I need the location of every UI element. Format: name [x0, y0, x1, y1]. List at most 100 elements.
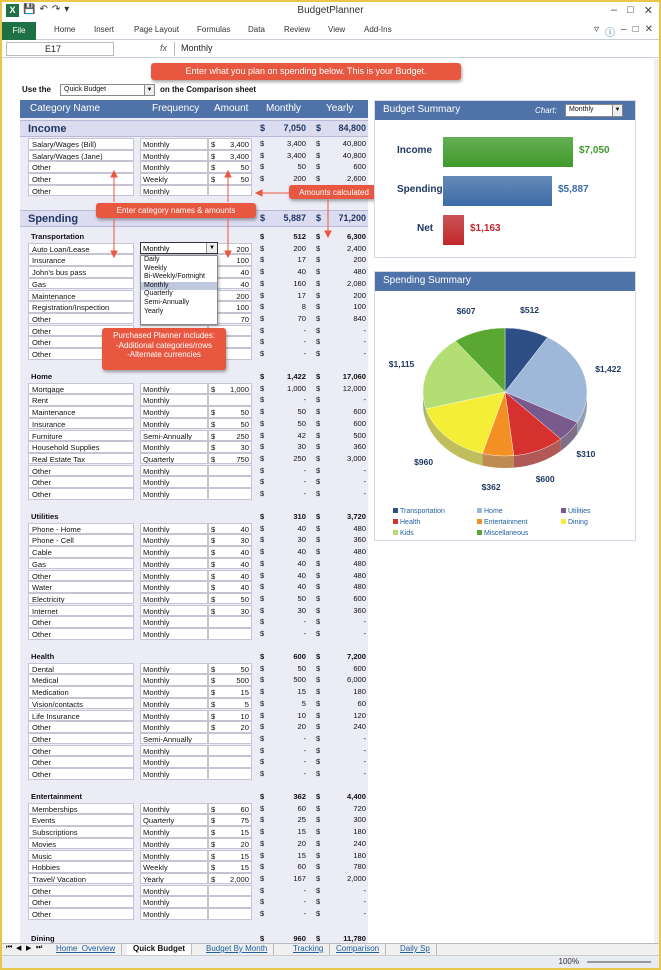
amount-cell[interactable]: $750 [208, 452, 252, 465]
category-name-cell[interactable]: Other [28, 312, 134, 325]
frequency-cell[interactable]: Monthly [140, 802, 208, 815]
category-name-cell[interactable]: Other [28, 721, 134, 733]
chevron-down-icon[interactable]: ▼ [144, 85, 154, 95]
category-name-cell[interactable]: Memberships [28, 802, 134, 815]
category-name-cell[interactable]: Insurance [28, 254, 134, 266]
amount-cell[interactable] [208, 744, 252, 757]
amount-cell[interactable] [208, 394, 252, 406]
category-name-cell[interactable]: Other [28, 476, 134, 488]
category-name-cell[interactable]: Other [28, 768, 134, 780]
amount-cell[interactable] [208, 732, 252, 745]
amount-cell[interactable]: $20 [208, 837, 252, 850]
category-name-cell[interactable]: Mortgage [28, 382, 134, 395]
amount-cell[interactable] [208, 476, 252, 488]
category-name-cell[interactable]: Movies [28, 837, 134, 850]
amount-cell[interactable]: $2,000 [208, 872, 252, 885]
frequency-cell[interactable]: Monthly [140, 394, 208, 406]
category-name-cell[interactable]: Dental [28, 662, 134, 675]
amount-cell[interactable]: $40 [208, 546, 252, 558]
tab-formulas[interactable]: Formulas [197, 25, 231, 34]
tab-scroll-last-icon[interactable]: ⏭ [36, 944, 43, 951]
amount-cell[interactable]: $30 [208, 604, 252, 617]
category-name-cell[interactable]: Maintenance [28, 406, 134, 418]
category-name-cell[interactable]: Real Estate Tax [28, 452, 134, 465]
amount-cell[interactable]: $50 [208, 406, 252, 418]
frequency-cell[interactable]: Monthly [140, 382, 208, 395]
amount-cell[interactable]: $40 [208, 569, 252, 581]
dropdown-option[interactable]: Semi-Annually [144, 298, 190, 306]
frequency-cell[interactable]: Monthly [140, 476, 208, 488]
frequency-cell[interactable]: Quarterly [140, 814, 208, 826]
frequency-cell[interactable]: Monthly [140, 837, 208, 850]
amount-cell[interactable]: $250 [208, 429, 252, 441]
workbook-minimize-icon[interactable]: – [621, 24, 627, 35]
frequency-cell[interactable]: Semi-Annually [140, 429, 208, 441]
frequency-cell[interactable]: Monthly [140, 441, 208, 453]
category-name-cell[interactable]: Auto Loan/Lease [28, 242, 134, 255]
help-icon[interactable]: ⓘ [605, 28, 615, 39]
frequency-cell[interactable]: Monthly [140, 908, 208, 920]
category-name-cell[interactable]: Events [28, 814, 134, 826]
frequency-cell[interactable]: Weekly [140, 861, 208, 873]
frequency-cell[interactable]: Monthly [140, 628, 208, 640]
category-name-cell[interactable]: Subscriptions [28, 826, 134, 838]
tab-scroll-prev-icon[interactable]: ◀ [16, 945, 22, 952]
category-name-cell[interactable]: Other [28, 161, 134, 173]
frequency-cell[interactable]: Monthly [140, 721, 208, 733]
tab-file[interactable]: File [2, 22, 36, 40]
dropdown-option[interactable]: Bi-Weekly/Fortnight [144, 273, 205, 281]
formula-input[interactable]: Monthly [174, 42, 654, 56]
name-box[interactable]: E17 [6, 42, 114, 56]
frequency-cell[interactable]: Monthly [140, 569, 208, 581]
category-name-cell[interactable]: Gas [28, 277, 134, 290]
tab-review[interactable]: Review [284, 25, 311, 34]
dropdown-option[interactable]: Daily [144, 256, 160, 263]
category-name-cell[interactable]: Other [28, 908, 134, 920]
amount-cell[interactable]: $5 [208, 697, 252, 710]
chevron-down-icon[interactable]: ▼ [206, 243, 217, 253]
save-icon[interactable]: 💾 [23, 4, 36, 15]
frequency-cell[interactable]: Monthly [140, 768, 208, 780]
tab-view[interactable]: View [328, 25, 346, 34]
amount-cell[interactable] [208, 464, 252, 477]
category-name-cell[interactable]: Other [28, 488, 134, 500]
category-name-cell[interactable]: Other [28, 884, 134, 897]
amount-cell[interactable]: $30 [208, 441, 252, 453]
category-name-cell[interactable]: Other [28, 184, 134, 197]
zoom-level[interactable]: 100% [558, 957, 579, 966]
tab-scroll-first-icon[interactable]: ⏮ [6, 944, 13, 951]
frequency-cell[interactable]: Monthly [140, 709, 208, 721]
frequency-cell[interactable]: Monthly [140, 604, 208, 617]
workbook-restore-icon[interactable]: □ [632, 24, 639, 35]
frequency-cell[interactable]: Monthly [140, 522, 208, 535]
amount-cell[interactable]: $50 [208, 592, 252, 605]
vertical-scrollbar[interactable] [654, 59, 659, 943]
restore-icon[interactable]: □ [627, 4, 634, 16]
sheet-tab-home-overview[interactable]: Home_Overview [50, 944, 123, 955]
amount-cell[interactable]: $40 [208, 581, 252, 593]
category-name-cell[interactable]: Phone - Cell [28, 534, 134, 546]
category-name-cell[interactable]: Salary/Wages (Bill) [28, 138, 134, 150]
category-name-cell[interactable]: Insurance [28, 417, 134, 430]
sheet-tab-comparison[interactable]: Comparison [330, 944, 387, 955]
amount-cell[interactable]: $20 [208, 721, 252, 733]
frequency-cell[interactable]: Monthly [140, 686, 208, 698]
tab-home[interactable]: Home [54, 25, 76, 34]
category-name-cell[interactable]: Music [28, 849, 134, 861]
amount-cell[interactable]: $15 [208, 861, 252, 873]
amount-cell[interactable] [208, 184, 252, 197]
amount-cell[interactable]: $1,000 [208, 382, 252, 395]
sheet-tab-quick-budget[interactable]: Quick Budget [127, 944, 193, 955]
category-name-cell[interactable]: Medical [28, 674, 134, 686]
frequency-cell[interactable]: Monthly [140, 488, 208, 500]
amount-cell[interactable]: $50 [208, 662, 252, 675]
customize-qat-icon[interactable]: ▾ [64, 4, 70, 15]
category-name-cell[interactable]: Rent [28, 394, 134, 406]
category-name-cell[interactable]: Water [28, 581, 134, 593]
budget-select[interactable]: Quick Budget ▼ [60, 84, 155, 96]
category-name-cell[interactable]: Life Insurance [28, 709, 134, 721]
category-name-cell[interactable]: Household Supplies [28, 441, 134, 453]
dropdown-option[interactable]: Monthly [141, 281, 217, 291]
frequency-cell[interactable]: Monthly [140, 557, 208, 570]
amount-cell[interactable]: $3,400 [208, 138, 252, 150]
